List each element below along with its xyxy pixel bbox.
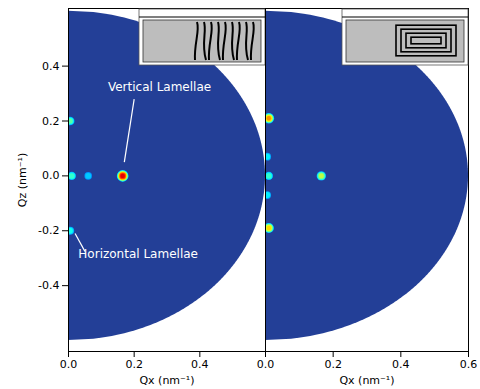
svg-text:0.6: 0.6 bbox=[460, 358, 478, 371]
svg-text:0.4: 0.4 bbox=[191, 358, 209, 371]
svg-text:0.0: 0.0 bbox=[257, 358, 275, 371]
svg-text:0.2: 0.2 bbox=[125, 358, 143, 371]
svg-text:0.0: 0.0 bbox=[60, 358, 78, 371]
svg-text:0.4: 0.4 bbox=[392, 358, 410, 371]
svg-text:Vertical Lamellae: Vertical Lamellae bbox=[108, 80, 211, 94]
svg-text:0.2: 0.2 bbox=[42, 115, 60, 128]
svg-text:0.2: 0.2 bbox=[324, 358, 342, 371]
svg-text:Qz (nm⁻¹): Qz (nm⁻¹) bbox=[16, 153, 29, 207]
svg-text:Qx (nm⁻¹): Qx (nm⁻¹) bbox=[339, 374, 394, 387]
svg-text:-0.2: -0.2 bbox=[38, 224, 59, 237]
svg-text:0.4: 0.4 bbox=[42, 60, 60, 73]
svg-text:0.0: 0.0 bbox=[42, 169, 60, 182]
svg-text:Horizontal Lamellae: Horizontal Lamellae bbox=[78, 247, 198, 261]
svg-text:-0.4: -0.4 bbox=[38, 279, 59, 292]
svg-text:Qx (nm⁻¹): Qx (nm⁻¹) bbox=[139, 374, 194, 387]
